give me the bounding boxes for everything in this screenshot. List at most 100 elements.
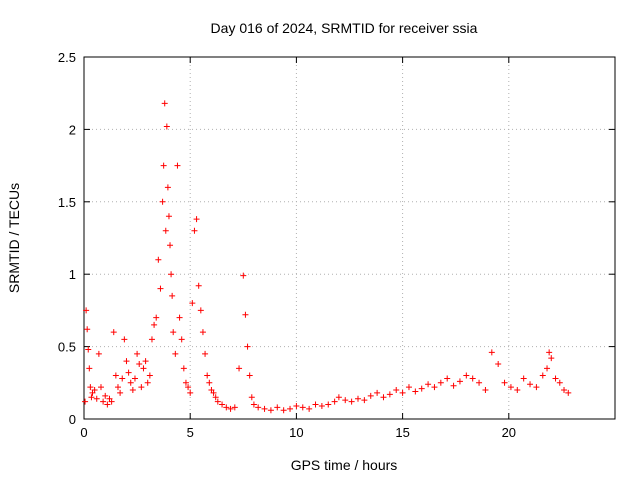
y-tick-label: 1 (69, 267, 76, 282)
data-point (97, 384, 104, 391)
data-point (293, 402, 300, 409)
data-point (437, 379, 444, 386)
data-point (182, 379, 189, 386)
data-point (191, 227, 198, 234)
data-point (168, 271, 175, 278)
y-tick-label: 2 (69, 122, 76, 137)
data-point (114, 384, 121, 391)
data-point (274, 404, 281, 411)
data-point (146, 372, 153, 379)
data-point (155, 256, 162, 263)
data-point (246, 372, 253, 379)
data-point (148, 336, 155, 343)
y-axis-label: SRMTID / TECUs (6, 183, 22, 293)
axis-ticks: 0 5 10 15 20 0 0.5 1 1.5 2 2.5 (58, 50, 615, 440)
data-point (219, 401, 226, 408)
data-point (267, 407, 274, 414)
chart-title: Day 016 of 2024, SRMTID for receiver ssi… (211, 20, 478, 36)
data-point (140, 365, 147, 372)
data-point (125, 369, 132, 376)
data-point (185, 384, 192, 391)
data-point (488, 349, 495, 356)
data-point (121, 336, 128, 343)
data-point (134, 350, 141, 357)
data-point (112, 372, 119, 379)
data-point (361, 397, 368, 404)
data-point (127, 379, 134, 386)
data-point (162, 227, 169, 234)
x-axis-label: GPS time / hours (291, 457, 398, 473)
data-point (214, 398, 221, 405)
data-point (248, 394, 255, 401)
data-point (335, 394, 342, 401)
data-point (87, 384, 94, 391)
data-point (450, 382, 457, 389)
data-point (102, 392, 109, 399)
data-point (189, 300, 196, 307)
data-point (88, 394, 95, 401)
data-point (527, 381, 534, 388)
data-point (160, 162, 167, 169)
data-point (380, 394, 387, 401)
data-point (546, 349, 553, 356)
data-point (539, 372, 546, 379)
data-point (163, 123, 170, 130)
data-point (418, 385, 425, 392)
data-point (199, 329, 206, 336)
data-point (144, 379, 151, 386)
data-point (159, 198, 166, 205)
data-point (469, 375, 476, 382)
data-point (153, 314, 160, 321)
data-point (169, 292, 176, 299)
data-point (180, 365, 187, 372)
data-point (138, 384, 145, 391)
data-point (552, 375, 559, 382)
data-point (164, 184, 171, 191)
plot-frame (83, 56, 616, 420)
data-point (108, 398, 115, 405)
data-point (242, 311, 249, 318)
data-point (176, 314, 183, 321)
data-point (312, 401, 319, 408)
data-point (178, 336, 185, 343)
data-point (501, 379, 508, 386)
data-point (476, 379, 483, 386)
x-tick-label: 5 (187, 425, 194, 440)
data-point (227, 405, 234, 412)
data-point (544, 365, 551, 372)
data-point (95, 350, 102, 357)
data-point (161, 100, 168, 107)
data-point (86, 365, 93, 372)
data-point (399, 389, 406, 396)
x-tick-label: 10 (289, 425, 303, 440)
data-point (167, 242, 174, 249)
data-point (210, 389, 217, 396)
data-point (151, 321, 158, 328)
data-point (142, 358, 149, 365)
data-point (287, 405, 294, 412)
data-point (374, 389, 381, 396)
data-point (456, 378, 463, 385)
data-point (85, 346, 92, 353)
data-point (482, 387, 489, 394)
data-point (202, 350, 209, 357)
data-point (533, 384, 540, 391)
data-point (206, 379, 213, 386)
data-point (236, 365, 243, 372)
data-point (197, 307, 204, 314)
y-tick-label: 0.5 (58, 340, 76, 355)
data-point (157, 285, 164, 292)
data-point (507, 384, 514, 391)
data-point (172, 350, 179, 357)
data-point (131, 375, 138, 382)
y-tick-label: 1.5 (58, 195, 76, 210)
data-point (412, 388, 419, 395)
data-point (104, 401, 111, 408)
x-tick-label: 20 (502, 425, 516, 440)
data-point (495, 360, 502, 367)
data-point (514, 387, 521, 394)
data-point (556, 379, 563, 386)
data-point (393, 387, 400, 394)
data-point (93, 395, 100, 402)
data-point (223, 404, 230, 411)
